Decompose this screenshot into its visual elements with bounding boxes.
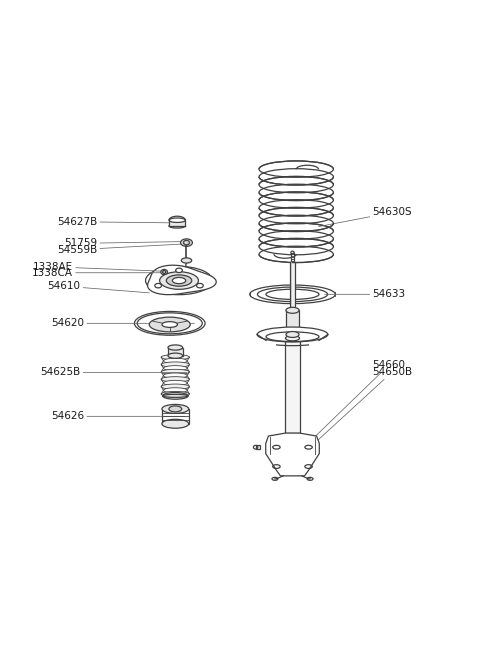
Bar	[169, 222, 185, 226]
Bar	[168, 348, 183, 356]
Ellipse shape	[155, 284, 161, 288]
Ellipse shape	[168, 353, 183, 358]
Bar	[291, 253, 294, 262]
Text: 54610: 54610	[48, 281, 149, 293]
Text: 54559B: 54559B	[57, 244, 188, 255]
Text: 1338CA: 1338CA	[32, 268, 164, 278]
Ellipse shape	[197, 284, 203, 288]
Ellipse shape	[162, 419, 189, 428]
Text: 54633: 54633	[324, 290, 406, 299]
Bar	[289, 262, 296, 310]
Text: 54650B: 54650B	[303, 367, 413, 453]
Text: 54660: 54660	[303, 360, 406, 448]
Ellipse shape	[286, 307, 299, 313]
Text: 54630S: 54630S	[319, 208, 412, 227]
Polygon shape	[147, 265, 216, 295]
Ellipse shape	[161, 392, 190, 397]
Bar	[286, 310, 299, 335]
Ellipse shape	[168, 345, 183, 350]
Ellipse shape	[176, 268, 182, 272]
Text: 54626: 54626	[51, 411, 185, 421]
Ellipse shape	[160, 272, 198, 290]
Ellipse shape	[145, 267, 213, 295]
Ellipse shape	[286, 331, 299, 337]
Bar	[286, 338, 300, 433]
Ellipse shape	[161, 369, 190, 375]
Ellipse shape	[169, 223, 185, 228]
Ellipse shape	[164, 365, 187, 371]
Ellipse shape	[286, 335, 300, 341]
Text: 54620: 54620	[51, 318, 194, 328]
Text: 54625B: 54625B	[40, 367, 187, 377]
Ellipse shape	[181, 258, 192, 263]
Ellipse shape	[164, 388, 187, 393]
Ellipse shape	[164, 381, 187, 386]
Ellipse shape	[149, 317, 190, 332]
Ellipse shape	[162, 322, 178, 328]
Ellipse shape	[180, 239, 192, 246]
Ellipse shape	[164, 358, 187, 364]
Polygon shape	[266, 433, 319, 476]
Text: 1338AE: 1338AE	[33, 262, 164, 272]
Text: 51759: 51759	[64, 238, 188, 248]
Ellipse shape	[164, 373, 187, 378]
Ellipse shape	[134, 311, 205, 335]
Ellipse shape	[163, 392, 188, 400]
Text: 54627B: 54627B	[57, 217, 177, 227]
Ellipse shape	[161, 354, 190, 360]
Bar	[256, 445, 260, 449]
Ellipse shape	[161, 377, 190, 382]
Ellipse shape	[169, 406, 182, 412]
Ellipse shape	[162, 404, 189, 413]
Ellipse shape	[166, 275, 192, 286]
Ellipse shape	[172, 278, 186, 284]
Ellipse shape	[161, 362, 190, 367]
Ellipse shape	[161, 384, 190, 389]
Ellipse shape	[161, 269, 168, 274]
Ellipse shape	[257, 327, 328, 342]
Bar	[162, 409, 189, 424]
